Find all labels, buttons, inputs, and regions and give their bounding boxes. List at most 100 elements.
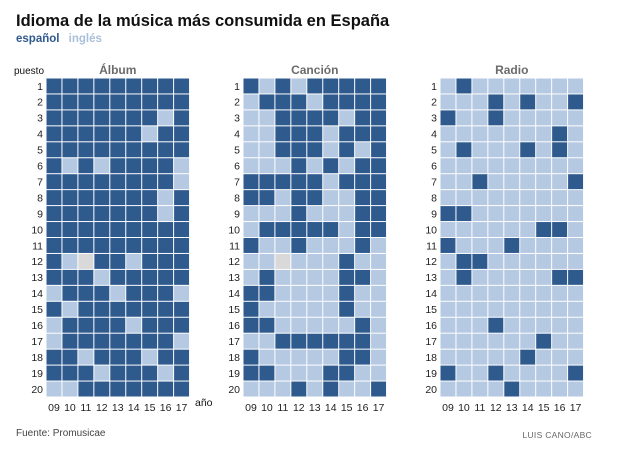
heatmap-cell (158, 285, 174, 301)
heatmap-cell (46, 126, 62, 142)
heatmap-cell (440, 94, 456, 110)
heatmap-cell (504, 285, 520, 301)
heatmap-cell (78, 190, 94, 206)
heatmap-cell (323, 381, 339, 397)
heatmap-cell (291, 158, 307, 174)
heatmap-cell (243, 126, 259, 142)
heatmap-cell (78, 381, 94, 397)
heatmap-cell (243, 222, 259, 237)
heatmap-cell (440, 158, 456, 174)
heatmap-cell (158, 222, 174, 237)
heatmap-cell (355, 142, 371, 158)
heatmap-cell (440, 110, 456, 126)
legend-spanish: español (16, 33, 60, 45)
rank-label: 17 (228, 336, 240, 348)
rank-label: 14 (31, 288, 43, 300)
heatmap-cell (456, 126, 472, 142)
heatmap-cell (520, 142, 536, 158)
heatmap-cell (243, 94, 259, 110)
heatmap-cell (174, 190, 190, 206)
heatmap-cell (440, 253, 456, 269)
heatmap-cell (371, 381, 387, 397)
heatmap-cell (243, 253, 259, 269)
heatmap-cell (568, 110, 584, 126)
rank-label: 6 (37, 161, 43, 173)
year-label: 14 (325, 402, 337, 414)
heatmap-cell (243, 158, 259, 174)
heatmap-cell (371, 285, 387, 301)
year-label: 11 (80, 402, 91, 414)
heatmap-cell (243, 317, 259, 333)
heatmap-cell (259, 190, 275, 206)
heatmap-cell (307, 78, 323, 94)
heatmap-cell (94, 333, 110, 349)
heatmap-cell (488, 126, 504, 142)
rank-label: 11 (32, 240, 43, 252)
heatmap-cell (126, 269, 142, 285)
heatmap-cell (371, 110, 387, 126)
heatmap-cell (110, 126, 126, 142)
heatmap-cell (520, 365, 536, 381)
rank-label: 18 (425, 352, 437, 364)
heatmap-cell (552, 78, 568, 94)
rank-label: 14 (425, 288, 437, 300)
heatmap-cell (488, 238, 504, 253)
heatmap-cell (78, 110, 94, 126)
heatmap-cell (62, 222, 78, 237)
heatmap-cell (158, 78, 174, 94)
heatmap-cell (142, 142, 158, 158)
heatmap-cell (456, 269, 472, 285)
heatmap-cell (174, 222, 190, 237)
heatmap-cell (243, 238, 259, 253)
heatmap-cell (243, 190, 259, 206)
heatmap-cell (520, 317, 536, 333)
heatmap-cell (275, 110, 291, 126)
heatmap-cell (62, 142, 78, 158)
heatmap-cell (472, 222, 488, 237)
heatmap-cell (440, 238, 456, 253)
heatmap-cell (275, 317, 291, 333)
rank-label: 1 (37, 81, 43, 93)
heatmap-cell (126, 253, 142, 269)
heatmap-cell (504, 78, 520, 94)
year-label: 14 (128, 402, 140, 414)
heatmap-cell (307, 269, 323, 285)
heatmap-cell (339, 222, 355, 237)
heatmap-cell (520, 222, 536, 237)
heatmap-cell (488, 301, 504, 317)
heatmap-cell (488, 174, 504, 190)
heatmap-cell (552, 317, 568, 333)
heatmap-cell (520, 190, 536, 206)
year-label: 17 (176, 402, 188, 414)
heatmap-cell (472, 269, 488, 285)
heatmap-cell (440, 222, 456, 237)
heatmap-cell (355, 190, 371, 206)
heatmap-cell (536, 142, 552, 158)
heatmap-cell (243, 78, 259, 94)
heatmap-cell (46, 158, 62, 174)
heatmap-cell (472, 142, 488, 158)
heatmap-cell (94, 301, 110, 317)
heatmap-cell (275, 349, 291, 365)
heatmap-cell (259, 94, 275, 110)
heatmap-cell (78, 285, 94, 301)
heatmap-cell (78, 94, 94, 110)
heatmap-cell (142, 190, 158, 206)
heatmap-cell (275, 301, 291, 317)
heatmap-cell (520, 253, 536, 269)
heatmap-cell (488, 94, 504, 110)
heatmap-cell (504, 174, 520, 190)
heatmap-cell (472, 317, 488, 333)
heatmap-cell (568, 285, 584, 301)
heatmap-cell (355, 110, 371, 126)
heatmap-cell (472, 190, 488, 206)
heatmap-cell (110, 94, 126, 110)
rank-label: 15 (228, 304, 240, 316)
heatmap-cell (174, 269, 190, 285)
heatmap-cell (174, 365, 190, 381)
heatmap-cell (472, 78, 488, 94)
heatmap-cell (259, 206, 275, 222)
rank-label: 5 (37, 145, 43, 157)
heatmap-cell (552, 253, 568, 269)
